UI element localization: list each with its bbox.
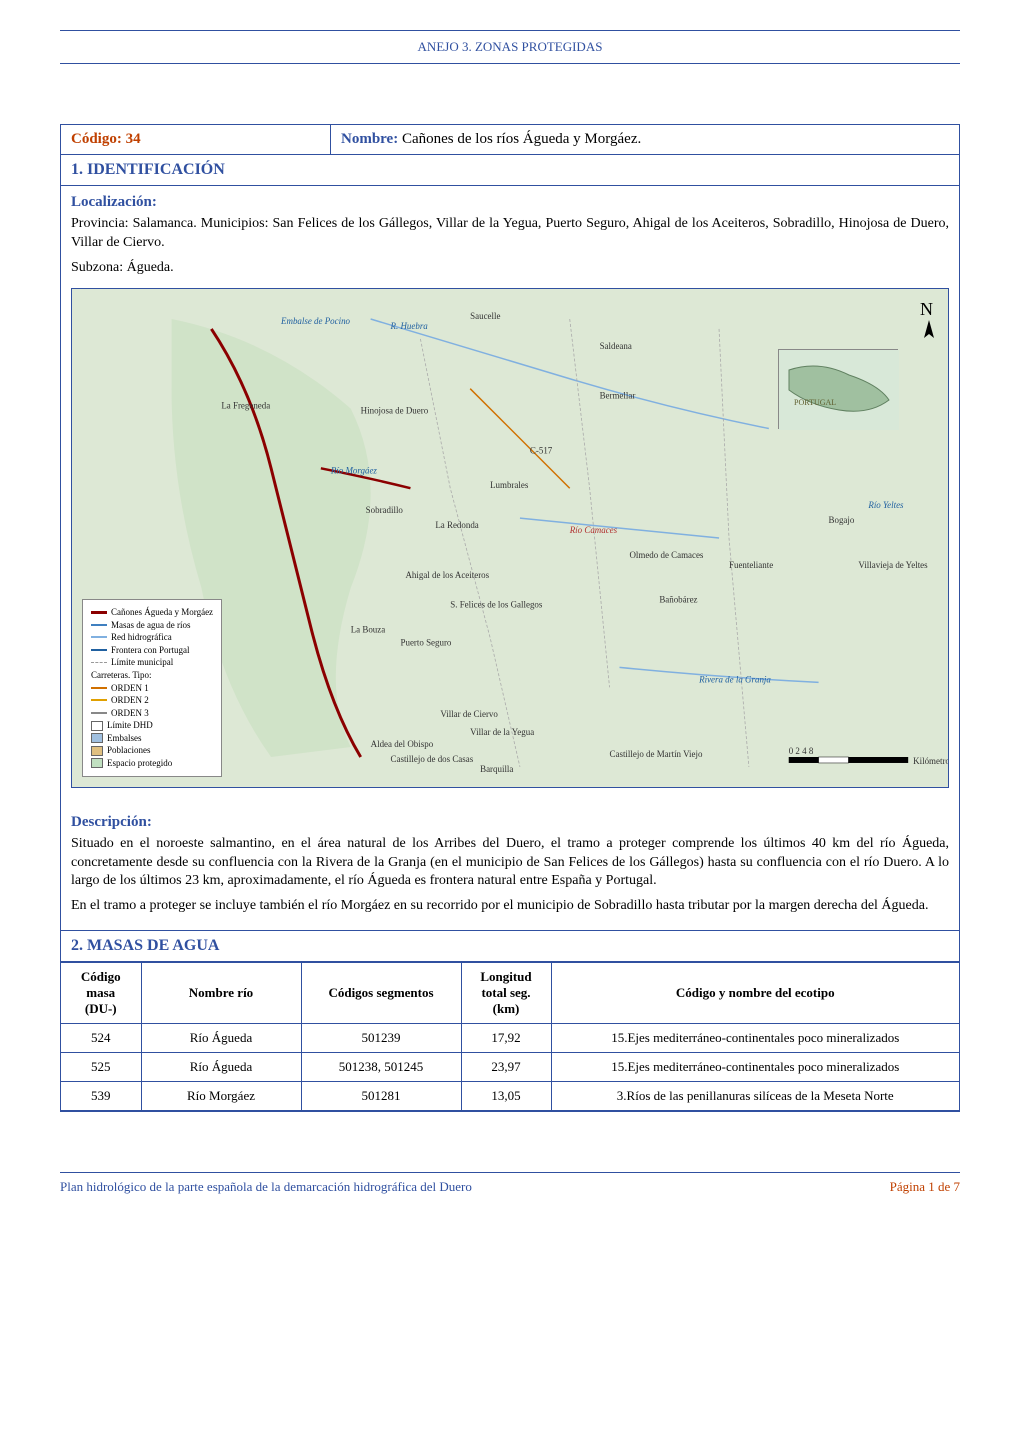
- svg-text:Bañobárez: Bañobárez: [659, 594, 697, 604]
- table-cell: 501239: [301, 1024, 461, 1053]
- localizacion-title: Localización:: [71, 194, 949, 211]
- svg-text:C-517: C-517: [530, 445, 553, 455]
- svg-text:Sobradillo: Sobradillo: [366, 505, 404, 515]
- compass-icon: N: [920, 299, 938, 349]
- map-inset: PORTUGAL: [778, 349, 898, 429]
- svg-text:La Bouza: La Bouza: [351, 624, 386, 634]
- svg-text:S. Felices de los Gallegos: S. Felices de los Gallegos: [450, 599, 543, 609]
- svg-text:Puerto Seguro: Puerto Seguro: [401, 637, 452, 647]
- table-cell: 539: [61, 1082, 141, 1111]
- table-cell: 3.Ríos de las penillanuras silíceas de l…: [551, 1082, 959, 1111]
- table-cell: 17,92: [461, 1024, 551, 1053]
- page-header: ANEJO 3. ZONAS PROTEGIDAS: [60, 30, 960, 64]
- descripcion-title: Descripción:: [71, 814, 949, 831]
- subzona-text: Subzona: Águeda.: [71, 259, 949, 278]
- descripcion-para1: Situado en el noroeste salmantino, en el…: [71, 835, 949, 892]
- table-cell: 524: [61, 1024, 141, 1053]
- svg-text:La Fregeneda: La Fregeneda: [221, 400, 270, 410]
- svg-text:Río Yeltes: Río Yeltes: [867, 500, 904, 510]
- table-cell: 525: [61, 1053, 141, 1082]
- svg-text:Embalse de Pocino: Embalse de Pocino: [280, 316, 351, 326]
- svg-text:PORTUGAL: PORTUGAL: [794, 398, 836, 407]
- svg-text:Bermellar: Bermellar: [600, 390, 636, 400]
- page-footer: Plan hidrológico de la parte española de…: [60, 1172, 960, 1195]
- svg-text:Castillejo de dos Casas: Castillejo de dos Casas: [391, 754, 474, 764]
- codigo-label: Código: 34: [61, 125, 331, 154]
- descripcion-para2: En el tramo a proteger se incluye tambié…: [71, 897, 949, 916]
- table-cell: Río Águeda: [141, 1024, 301, 1053]
- map-image: Embalse de Pocino R. Huebra Saucelle Sal…: [71, 288, 949, 788]
- provincia-text: Provincia: Salamanca. Municipios: San Fe…: [71, 215, 949, 253]
- table-cell: 15.Ejes mediterráneo-continentales poco …: [551, 1053, 959, 1082]
- codigo-row: Código: 34 Nombre: Cañones de los ríos Á…: [61, 125, 959, 155]
- svg-text:Saldeana: Saldeana: [600, 341, 632, 351]
- svg-text:Castillejo de Martín Viejo: Castillejo de Martín Viejo: [610, 749, 703, 759]
- col-codigo: Código masa (DU-): [61, 963, 141, 1024]
- svg-text:Fuenteliante: Fuenteliante: [729, 560, 773, 570]
- main-container: Código: 34 Nombre: Cañones de los ríos Á…: [60, 124, 960, 1112]
- nombre-label: Nombre:: [341, 131, 398, 147]
- descripcion-block: Descripción: Situado en el noroeste salm…: [61, 806, 959, 931]
- map-legend: Cañones Águeda y Morgáez Masas de agua d…: [82, 599, 222, 777]
- table-cell: 15.Ejes mediterráneo-continentales poco …: [551, 1024, 959, 1053]
- svg-text:Bogajo: Bogajo: [829, 515, 855, 525]
- table-cell: 501238, 501245: [301, 1053, 461, 1082]
- col-ecotipo: Código y nombre del ecotipo: [551, 963, 959, 1024]
- svg-text:R. Huebra: R. Huebra: [390, 321, 429, 331]
- svg-text:Ahigal de los Aceiteros: Ahigal de los Aceiteros: [405, 569, 489, 579]
- table-header-row: Código masa (DU-) Nombre río Códigos seg…: [61, 963, 959, 1024]
- svg-text:Saucelle: Saucelle: [470, 311, 500, 321]
- svg-text:Villar de Ciervo: Villar de Ciervo: [440, 709, 498, 719]
- nombre-value: Cañones de los ríos Águeda y Morgáez.: [398, 131, 641, 147]
- nombre-cell: Nombre: Cañones de los ríos Águeda y Mor…: [331, 125, 959, 154]
- svg-text:Hinojosa de Duero: Hinojosa de Duero: [361, 405, 429, 415]
- svg-text:Kilómetros: Kilómetros: [913, 756, 948, 766]
- col-longitud: Longitud total seg. (km): [461, 963, 551, 1024]
- table-cell: Río Morgáez: [141, 1082, 301, 1111]
- col-nombre: Nombre río: [141, 963, 301, 1024]
- svg-text:Villar de la Yegua: Villar de la Yegua: [470, 727, 534, 737]
- table-row: 524Río Águeda50123917,9215.Ejes mediterr…: [61, 1024, 959, 1053]
- svg-text:Rivera de la Granja: Rivera de la Granja: [698, 674, 771, 684]
- section2-title: 2. MASAS DE AGUA: [61, 930, 959, 962]
- masas-table: Código masa (DU-) Nombre río Códigos seg…: [61, 962, 959, 1111]
- svg-text:0 2 4 8: 0 2 4 8: [789, 746, 814, 756]
- table-cell: 501281: [301, 1082, 461, 1111]
- table-row: 525Río Águeda501238, 50124523,9715.Ejes …: [61, 1053, 959, 1082]
- table-cell: 13,05: [461, 1082, 551, 1111]
- table-cell: 23,97: [461, 1053, 551, 1082]
- svg-text:Barquilla: Barquilla: [480, 764, 513, 774]
- svg-text:Villavieja de Yeltes: Villavieja de Yeltes: [858, 560, 928, 570]
- footer-left: Plan hidrológico de la parte española de…: [60, 1179, 472, 1195]
- col-segmentos: Códigos segmentos: [301, 963, 461, 1024]
- svg-text:Río Camaces: Río Camaces: [569, 525, 618, 535]
- svg-text:Lumbrales: Lumbrales: [490, 480, 529, 490]
- localizacion-block: Localización: Provincia: Salamanca. Muni…: [61, 186, 959, 806]
- svg-text:La Redonda: La Redonda: [435, 520, 478, 530]
- svg-text:Río Morgáez: Río Morgáez: [330, 465, 378, 475]
- footer-right: Página 1 de 7: [890, 1179, 960, 1195]
- svg-text:Olmedo de Camaces: Olmedo de Camaces: [629, 550, 703, 560]
- svg-text:Aldea del Obispo: Aldea del Obispo: [371, 739, 434, 749]
- section1-title: 1. IDENTIFICACIÓN: [61, 155, 959, 186]
- table-cell: Río Águeda: [141, 1053, 301, 1082]
- table-row: 539Río Morgáez50128113,053.Ríos de las p…: [61, 1082, 959, 1111]
